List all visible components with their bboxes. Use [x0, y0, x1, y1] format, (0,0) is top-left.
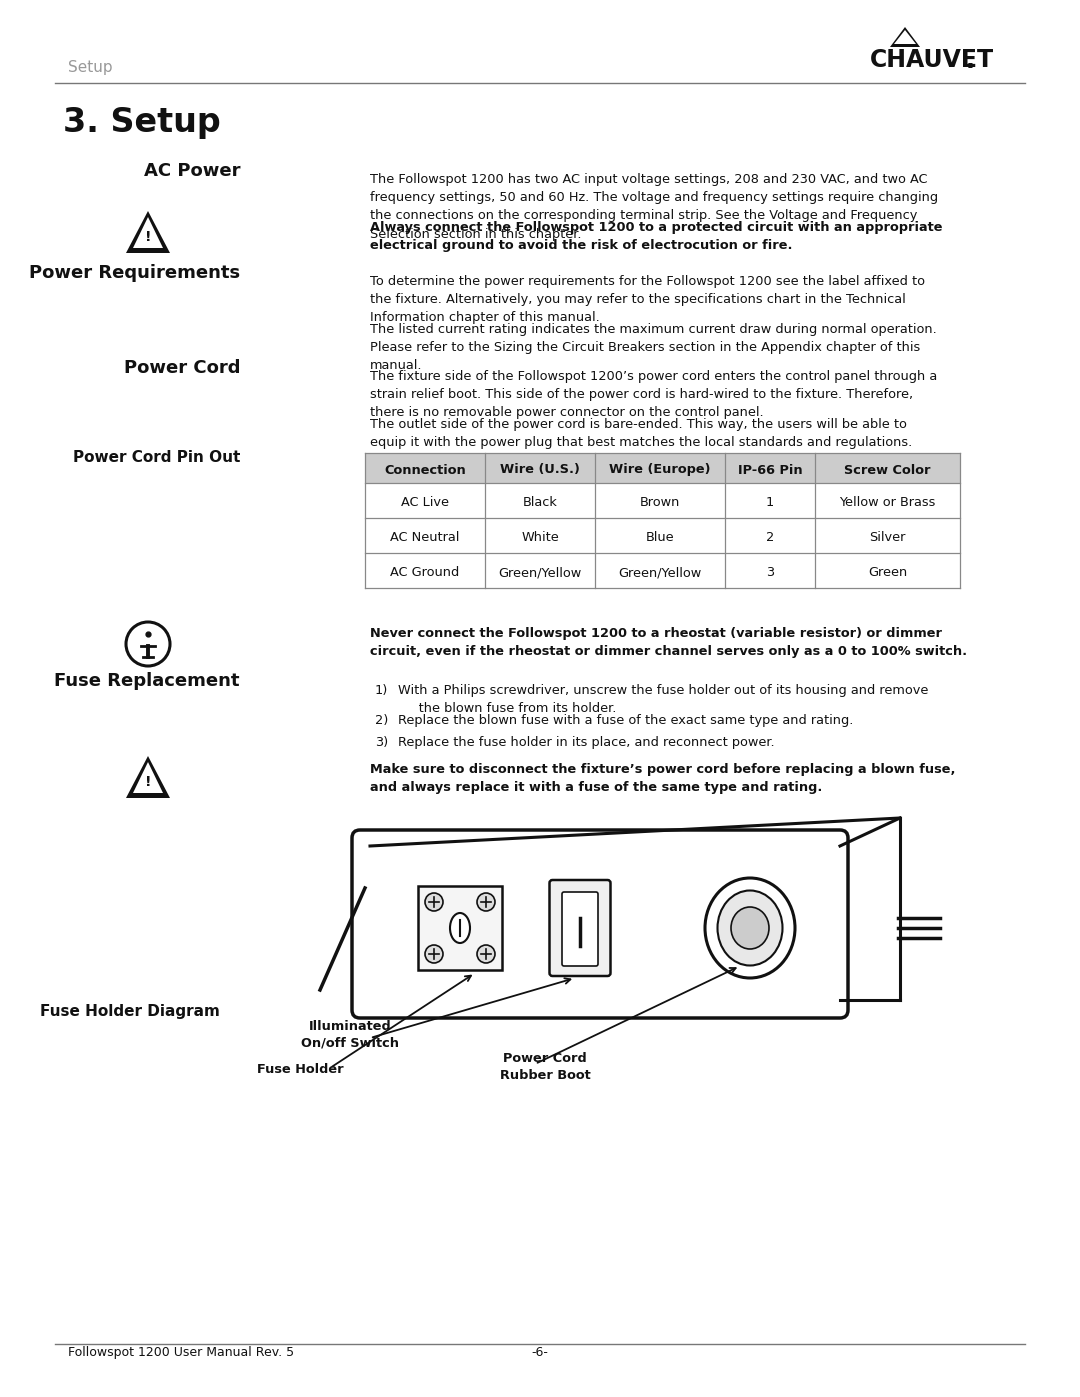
- Text: AC Neutral: AC Neutral: [390, 531, 460, 543]
- Text: Illuminated
On/off Switch: Illuminated On/off Switch: [301, 1020, 399, 1051]
- Text: The listed current rating indicates the maximum current draw during normal opera: The listed current rating indicates the …: [370, 323, 936, 373]
- Text: CHAUVET: CHAUVET: [870, 47, 994, 73]
- Text: Black: Black: [523, 496, 557, 509]
- Text: -6-: -6-: [531, 1345, 549, 1359]
- Text: To determine the power requirements for the Followspot 1200 see the label affixe: To determine the power requirements for …: [370, 275, 924, 324]
- FancyBboxPatch shape: [562, 893, 598, 965]
- Text: The Followspot 1200 has two AC input voltage settings, 208 and 230 VAC, and two : The Followspot 1200 has two AC input vol…: [370, 173, 939, 240]
- Text: 2): 2): [375, 714, 389, 726]
- Ellipse shape: [705, 877, 795, 978]
- Text: Never connect the Followspot 1200 to a rheostat (variable resistor) or dimmer
ci: Never connect the Followspot 1200 to a r…: [370, 627, 967, 658]
- Text: Wire (U.S.): Wire (U.S.): [500, 464, 580, 476]
- Polygon shape: [133, 761, 163, 793]
- Text: Wire (Europe): Wire (Europe): [609, 464, 711, 476]
- Text: Green/Yellow: Green/Yellow: [619, 566, 702, 578]
- FancyBboxPatch shape: [550, 880, 610, 977]
- Ellipse shape: [717, 890, 783, 965]
- Polygon shape: [894, 29, 916, 43]
- Text: Replace the fuse holder in its place, and reconnect power.: Replace the fuse holder in its place, an…: [399, 736, 774, 749]
- Text: AC Power: AC Power: [144, 162, 240, 180]
- Text: Power Requirements: Power Requirements: [29, 264, 240, 282]
- Circle shape: [426, 944, 443, 963]
- Text: With a Philips screwdriver, unscrew the fuse holder out of its housing and remov: With a Philips screwdriver, unscrew the …: [399, 685, 929, 715]
- Text: Power Cord: Power Cord: [123, 359, 240, 377]
- Circle shape: [477, 944, 495, 963]
- Text: Make sure to disconnect the fixture’s power cord before replacing a blown fuse,
: Make sure to disconnect the fixture’s po…: [370, 763, 956, 795]
- Text: 1: 1: [766, 496, 774, 509]
- Text: !: !: [145, 775, 151, 789]
- Ellipse shape: [731, 907, 769, 949]
- Text: Setup: Setup: [68, 60, 112, 75]
- Text: IP-66 Pin: IP-66 Pin: [738, 464, 802, 476]
- Text: Green/Yellow: Green/Yellow: [498, 566, 582, 578]
- Text: Power Cord Pin Out: Power Cord Pin Out: [72, 450, 240, 465]
- Text: Power Cord
Rubber Boot: Power Cord Rubber Boot: [500, 1052, 591, 1083]
- Text: AC Ground: AC Ground: [390, 566, 460, 578]
- Circle shape: [477, 893, 495, 911]
- Text: Silver: Silver: [869, 531, 906, 543]
- Text: 1): 1): [375, 685, 389, 697]
- Text: Fuse Replacement: Fuse Replacement: [54, 672, 240, 690]
- Text: Yellow or Brass: Yellow or Brass: [839, 496, 935, 509]
- Text: Connection: Connection: [384, 464, 465, 476]
- Text: Brown: Brown: [639, 496, 680, 509]
- Ellipse shape: [450, 914, 470, 943]
- FancyBboxPatch shape: [352, 830, 848, 1018]
- Text: Always connect the Followspot 1200 to a protected circuit with an appropriate
el: Always connect the Followspot 1200 to a …: [370, 221, 943, 253]
- Text: 3: 3: [766, 566, 774, 578]
- Text: Blue: Blue: [646, 531, 674, 543]
- Text: White: White: [522, 531, 558, 543]
- Polygon shape: [126, 756, 170, 798]
- Text: 2: 2: [766, 531, 774, 543]
- Circle shape: [426, 893, 443, 911]
- Text: The outlet side of the power cord is bare-ended. This way, the users will be abl: The outlet side of the power cord is bar…: [370, 418, 913, 450]
- FancyBboxPatch shape: [418, 886, 502, 970]
- Text: AC Live: AC Live: [401, 496, 449, 509]
- Text: Fuse Holder Diagram: Fuse Holder Diagram: [40, 1004, 220, 1018]
- Text: .: .: [966, 49, 975, 73]
- Text: 3): 3): [375, 736, 388, 749]
- Text: Screw Color: Screw Color: [845, 464, 931, 476]
- Polygon shape: [133, 217, 163, 249]
- Text: 3. Setup: 3. Setup: [63, 106, 220, 138]
- Polygon shape: [126, 211, 170, 253]
- Text: Followspot 1200 User Manual Rev. 5: Followspot 1200 User Manual Rev. 5: [68, 1345, 294, 1359]
- Bar: [365, 453, 960, 483]
- Text: Green: Green: [868, 566, 907, 578]
- Text: The fixture side of the Followspot 1200’s power cord enters the control panel th: The fixture side of the Followspot 1200’…: [370, 370, 937, 419]
- Text: Replace the blown fuse with a fuse of the exact same type and rating.: Replace the blown fuse with a fuse of th…: [399, 714, 853, 726]
- Text: Fuse Holder: Fuse Holder: [257, 1063, 343, 1076]
- Polygon shape: [890, 27, 920, 47]
- Text: !: !: [145, 231, 151, 244]
